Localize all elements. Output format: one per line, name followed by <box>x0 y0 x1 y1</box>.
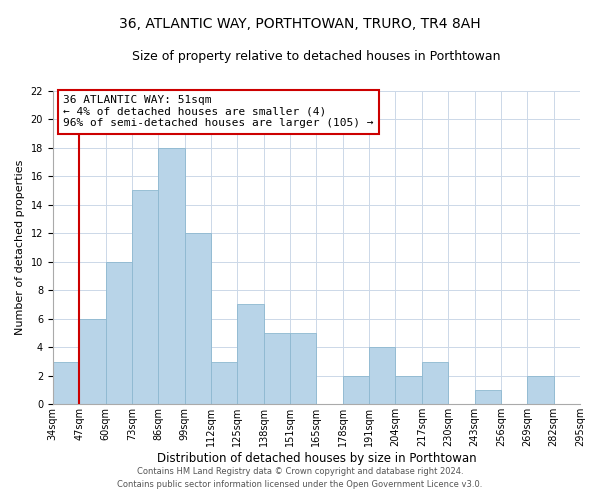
Bar <box>158 148 185 404</box>
Bar <box>211 362 238 405</box>
Bar <box>527 376 554 404</box>
Bar <box>79 318 106 404</box>
Bar <box>422 362 448 405</box>
Bar <box>185 233 211 404</box>
Bar <box>263 333 290 404</box>
Text: 36, ATLANTIC WAY, PORTHTOWAN, TRURO, TR4 8AH: 36, ATLANTIC WAY, PORTHTOWAN, TRURO, TR4… <box>119 18 481 32</box>
Title: Size of property relative to detached houses in Porthtowan: Size of property relative to detached ho… <box>132 50 500 63</box>
Bar <box>132 190 158 404</box>
Bar <box>475 390 501 404</box>
Bar <box>53 362 79 405</box>
Text: 36 ATLANTIC WAY: 51sqm
← 4% of detached houses are smaller (4)
96% of semi-detac: 36 ATLANTIC WAY: 51sqm ← 4% of detached … <box>64 96 374 128</box>
Bar <box>290 333 316 404</box>
Bar <box>106 262 132 404</box>
Text: Contains HM Land Registry data © Crown copyright and database right 2024.
Contai: Contains HM Land Registry data © Crown c… <box>118 468 482 489</box>
Bar <box>238 304 263 404</box>
Bar <box>343 376 369 404</box>
Y-axis label: Number of detached properties: Number of detached properties <box>15 160 25 335</box>
X-axis label: Distribution of detached houses by size in Porthtowan: Distribution of detached houses by size … <box>157 452 476 465</box>
Bar <box>369 347 395 405</box>
Bar <box>395 376 422 404</box>
